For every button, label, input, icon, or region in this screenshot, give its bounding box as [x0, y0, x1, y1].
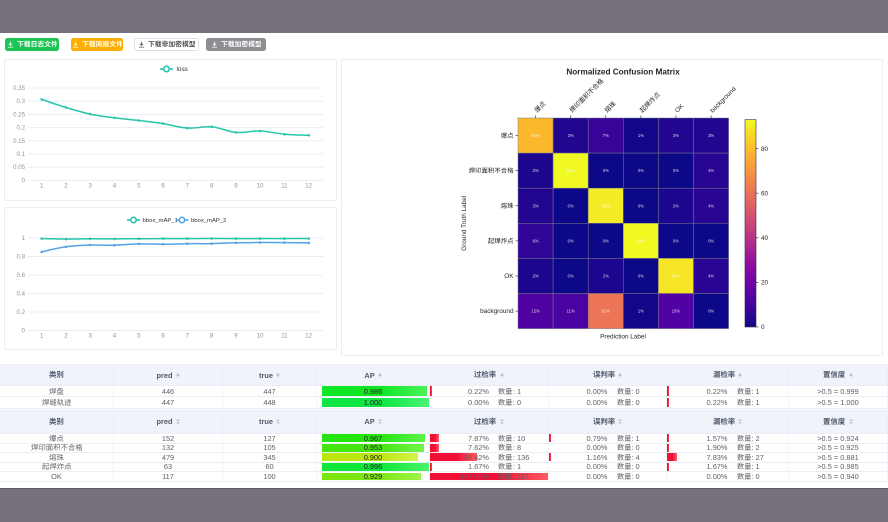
- svg-text:7: 7: [186, 183, 190, 190]
- svg-text:0.2: 0.2: [17, 309, 26, 316]
- svg-text:3%: 3%: [533, 203, 539, 208]
- svg-text:6%: 6%: [533, 239, 539, 244]
- svg-text:2%: 2%: [673, 203, 679, 208]
- svg-text:0%: 0%: [638, 168, 644, 173]
- svg-text:10: 10: [257, 333, 264, 340]
- svg-text:3%: 3%: [568, 133, 574, 138]
- svg-text:0%: 0%: [568, 239, 574, 244]
- svg-text:80: 80: [761, 146, 769, 153]
- svg-text:20: 20: [761, 280, 769, 287]
- svg-text:1: 1: [22, 235, 26, 242]
- svg-text:93%: 93%: [637, 239, 646, 244]
- svg-text:0%: 0%: [603, 168, 609, 173]
- svg-text:2%: 2%: [533, 168, 539, 173]
- svg-text:8: 8: [210, 333, 214, 340]
- svg-text:0.2: 0.2: [17, 125, 26, 132]
- svg-text:bbox_mAP_2: bbox_mAP_2: [191, 218, 226, 224]
- svg-text:0.4: 0.4: [17, 291, 26, 298]
- svg-text:0%: 0%: [638, 203, 644, 208]
- svg-text:4%: 4%: [708, 203, 714, 208]
- svg-text:2%: 2%: [533, 274, 539, 279]
- svg-text:7%: 7%: [603, 133, 609, 138]
- svg-text:0.35: 0.35: [13, 85, 25, 92]
- svg-text:61%: 61%: [602, 309, 611, 314]
- svg-text:81%: 81%: [531, 133, 540, 138]
- svg-text:93%: 93%: [567, 168, 576, 173]
- svg-text:90%: 90%: [602, 203, 611, 208]
- svg-text:OK: OK: [674, 102, 686, 114]
- svg-text:0.6: 0.6: [17, 272, 26, 279]
- svg-text:1%: 1%: [638, 133, 644, 138]
- svg-text:0%: 0%: [708, 309, 714, 314]
- svg-text:4%: 4%: [708, 274, 714, 279]
- svg-text:2: 2: [64, 333, 68, 340]
- svg-text:1%: 1%: [638, 309, 644, 314]
- svg-text:0.8: 0.8: [17, 254, 26, 261]
- svg-text:2: 2: [64, 183, 68, 190]
- svg-text:3: 3: [89, 183, 93, 190]
- svg-text:12: 12: [305, 333, 312, 340]
- svg-text:bbox_mAP_1: bbox_mAP_1: [143, 218, 178, 224]
- svg-text:Prediction Label: Prediction Label: [600, 334, 646, 341]
- svg-text:1: 1: [40, 183, 44, 190]
- svg-text:0.1: 0.1: [17, 151, 26, 158]
- svg-text:Ground Truth Label: Ground Truth Label: [461, 196, 468, 251]
- svg-text:background: background: [709, 86, 738, 115]
- svg-text:9: 9: [234, 333, 238, 340]
- svg-text:7: 7: [186, 333, 190, 340]
- svg-text:0.3: 0.3: [17, 98, 26, 105]
- svg-text:89%: 89%: [672, 274, 681, 279]
- svg-text:4: 4: [113, 333, 117, 340]
- svg-text:0%: 0%: [568, 274, 574, 279]
- svg-text:11%: 11%: [567, 309, 575, 314]
- svg-text:6: 6: [161, 183, 165, 190]
- svg-text:0%: 0%: [568, 203, 574, 208]
- svg-text:10: 10: [257, 183, 264, 190]
- svg-text:loss: loss: [177, 66, 188, 73]
- svg-text:4: 4: [113, 183, 117, 190]
- svg-text:0: 0: [761, 324, 765, 331]
- svg-text:3%: 3%: [673, 133, 679, 138]
- svg-text:13%: 13%: [672, 309, 681, 314]
- svg-text:background: background: [480, 308, 514, 315]
- svg-text:6: 6: [161, 333, 165, 340]
- svg-text:12: 12: [305, 183, 312, 190]
- svg-text:0%: 0%: [638, 274, 644, 279]
- svg-text:11: 11: [281, 333, 288, 340]
- svg-text:12%: 12%: [531, 309, 540, 314]
- svg-text:9: 9: [234, 183, 238, 190]
- svg-text:0%: 0%: [708, 239, 714, 244]
- svg-text:8: 8: [210, 183, 214, 190]
- svg-text:0: 0: [22, 177, 26, 184]
- svg-text:0.15: 0.15: [13, 138, 25, 145]
- svg-text:1: 1: [40, 333, 44, 340]
- svg-text:3%: 3%: [708, 133, 714, 138]
- svg-text:0%: 0%: [673, 168, 679, 173]
- svg-text:0: 0: [22, 328, 26, 335]
- svg-text:5: 5: [137, 333, 141, 340]
- svg-text:3: 3: [89, 333, 93, 340]
- svg-text:0.25: 0.25: [13, 111, 25, 118]
- svg-text:4%: 4%: [708, 168, 714, 173]
- svg-text:60: 60: [761, 190, 769, 197]
- svg-text:Normalized Confusion Matrix: Normalized Confusion Matrix: [566, 68, 680, 77]
- svg-text:2%: 2%: [603, 274, 609, 279]
- svg-text:40: 40: [761, 235, 769, 242]
- svg-text:OK: OK: [504, 273, 514, 280]
- svg-text:5: 5: [137, 183, 141, 190]
- svg-text:0%: 0%: [673, 239, 679, 244]
- svg-text:0.05: 0.05: [13, 164, 25, 171]
- svg-text:11: 11: [281, 183, 288, 190]
- svg-text:0%: 0%: [603, 239, 609, 244]
